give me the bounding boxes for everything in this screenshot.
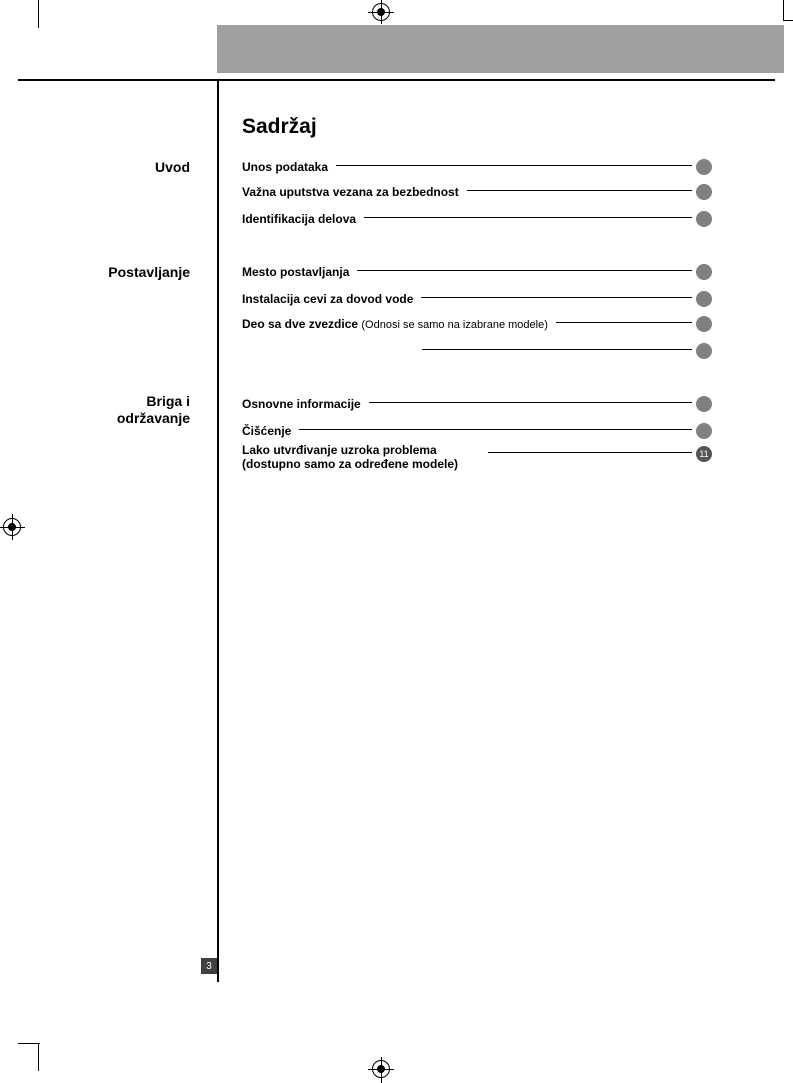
toc-page-dot (696, 291, 712, 307)
toc-entry-label: Instalacija cevi za dovod vode (242, 292, 417, 306)
toc-leader (556, 322, 692, 323)
toc-entry-label: Čišćenje (242, 424, 295, 438)
toc-leader (421, 297, 692, 298)
toc-entry-label: Unos podataka (242, 160, 332, 174)
toc-page-dot (696, 316, 712, 332)
toc-page-dot (696, 396, 712, 412)
toc-leader (488, 452, 692, 453)
toc-page-dot (696, 264, 712, 280)
section-label: Postavljanje (108, 264, 190, 281)
toc-page-dot (696, 184, 712, 200)
toc-page-dot: 11 (696, 446, 712, 462)
toc-entry-label: Identifikacija delova (242, 212, 360, 226)
toc-entry: Mesto postavljanja (242, 264, 712, 280)
page-number-badge: 3 (201, 958, 217, 974)
toc-leader (364, 217, 692, 218)
header-bar (217, 25, 784, 73)
toc-entry (418, 343, 712, 359)
toc-leader (336, 165, 692, 166)
toc-entry: Instalacija cevi za dovod vode (242, 291, 712, 307)
page-number: 3 (206, 961, 212, 972)
toc-entry: Lako utvrđivanje uzroka problema(dostupn… (242, 443, 712, 472)
toc-entry-sublabel: (Odnosi se samo na izabrane modele) (361, 319, 547, 331)
toc-entry-label: Osnovne informacije (242, 397, 365, 411)
toc-entry: Važna uputstva vezana za bezbednost (242, 184, 712, 200)
toc-leader (422, 349, 692, 350)
toc-entry: Čišćenje (242, 423, 712, 439)
section-label: Uvod (155, 159, 190, 176)
toc-page-dot (696, 159, 712, 175)
toc-entry: Identifikacija delova (242, 211, 712, 227)
toc-leader (299, 429, 692, 430)
main-horizontal-rule (18, 79, 775, 81)
toc-leader (467, 190, 692, 191)
page-title: Sadržaj (242, 115, 317, 139)
toc-entry: Osnovne informacije (242, 396, 712, 412)
toc-entry: Unos podataka (242, 159, 712, 175)
toc-entry: Deo sa dve zvezdice (Odnosi se samo na i… (242, 316, 712, 332)
toc-page-dot (696, 343, 712, 359)
toc-entry-label: Lako utvrđivanje uzroka problema(dostupn… (242, 443, 462, 472)
main-vertical-rule (217, 79, 219, 982)
toc-leader (369, 402, 692, 403)
toc-page-dot (696, 423, 712, 439)
toc-entry-label: Deo sa dve zvezdice (Odnosi se samo na i… (242, 317, 552, 331)
toc-leader (357, 270, 692, 271)
toc-entry-label: Važna uputstva vezana za bezbednost (242, 185, 463, 199)
toc-entry-label: Mesto postavljanja (242, 265, 353, 279)
toc-page-dot (696, 211, 712, 227)
section-label: Briga iodržavanje (117, 393, 190, 427)
